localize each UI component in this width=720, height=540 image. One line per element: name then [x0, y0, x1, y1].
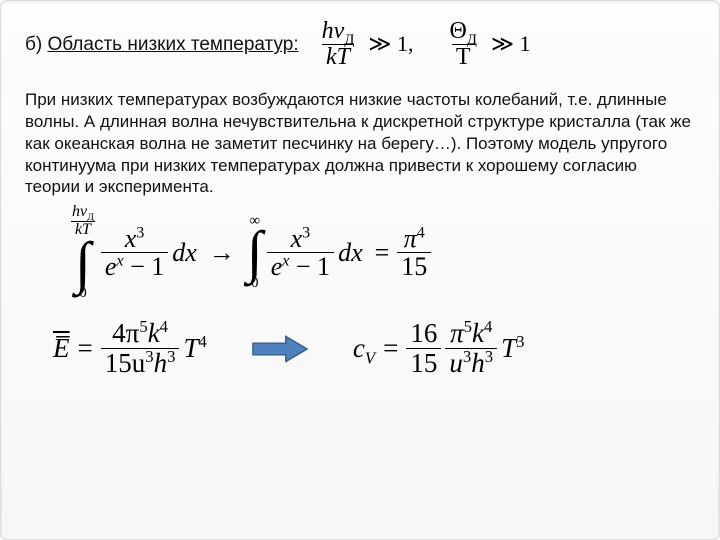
cv-sub: V	[365, 349, 375, 368]
integral-result: π4 15	[397, 225, 431, 282]
integral-equation: hνД kT ∫ 0 x3 ex − 1 dx → ∞ ∫ 0	[65, 204, 695, 301]
header-row: б) Область низких температур: hνД kT ≫ 1…	[25, 19, 695, 71]
int2-den-e: e	[271, 252, 283, 281]
arrow-polygon	[253, 336, 307, 361]
int1-den-tail: − 1	[124, 252, 165, 281]
energy-lhs: E̅	[53, 333, 70, 364]
int2-den-tail: − 1	[289, 252, 330, 281]
frac2-num: Θ	[449, 18, 466, 44]
energy-T: T	[183, 333, 198, 363]
cv-T: T	[501, 333, 516, 363]
cv-u: u	[449, 348, 463, 378]
int2-sign: ∞ ∫ 0	[247, 214, 263, 291]
bottom-equation-row: E̅ = 4π5k4 15u3h3 T4 cV = 16 15	[53, 319, 695, 378]
cond2-relation: ≫ 1	[491, 31, 531, 56]
energy-equation: E̅ = 4π5k4 15u3h3 T4	[53, 319, 207, 378]
int2-num-x: x	[291, 224, 303, 253]
frac2-den: T	[452, 44, 475, 71]
int1-dx: dx	[172, 238, 197, 268]
block-arrow-icon	[251, 334, 309, 364]
integral-2: ∞ ∫ 0 x3 ex − 1 dx	[247, 214, 363, 291]
energy-num-lead: 4π	[112, 318, 139, 348]
integral-symbol-1: ∫	[75, 242, 91, 284]
energy-h: h	[154, 348, 168, 378]
int1-num-exp: 3	[136, 224, 144, 241]
energy-T-exp: 4	[199, 332, 207, 351]
res-pi: π	[404, 224, 417, 253]
energy-u-exp: 3	[145, 347, 153, 366]
frac-hv-kT: hνД kT	[319, 19, 358, 71]
cv-h-exp: 3	[485, 347, 493, 366]
frac1-num: hν	[322, 18, 345, 44]
cv-equals: =	[383, 333, 398, 364]
header-conditions: hνД kT ≫ 1, ΘД T ≫ 1	[319, 19, 536, 71]
energy-h-exp: 3	[167, 347, 175, 366]
cv-h: h	[471, 348, 485, 378]
cv-u-exp: 3	[463, 347, 471, 366]
condition-2: ΘД T ≫ 1	[446, 19, 535, 71]
heading-prefix: б)	[25, 34, 48, 55]
cv-k-exp: 4	[484, 317, 492, 336]
int1-integrand: x3 ex − 1 dx	[101, 204, 197, 301]
res-pi-exp: 4	[417, 224, 425, 241]
cond1-relation: ≫ 1,	[368, 31, 413, 56]
energy-den-lead: 15u	[105, 348, 146, 378]
energy-k-exp: 4	[160, 317, 168, 336]
cv-frac1: 16 15	[406, 319, 441, 378]
energy-pi-exp: 5	[139, 317, 147, 336]
limit-arrow: →	[209, 238, 235, 268]
frac-theta-T: ΘД T	[446, 19, 480, 71]
heat-capacity-equation: cV = 16 15 π5k4 u3h3 T3	[353, 319, 525, 378]
integral-symbol-2: ∫	[247, 231, 263, 273]
cv-f1-num: 16	[407, 319, 440, 347]
heading-title: Область низких температур:	[48, 34, 299, 55]
condition-1: hνД kT ≫ 1,	[319, 19, 419, 71]
int1-lower: 0	[79, 283, 87, 301]
int2-lower: 0	[251, 273, 259, 291]
cv-c: c	[353, 333, 365, 363]
int1-den-exp: x	[116, 252, 123, 269]
cv-f1-den: 15	[406, 348, 441, 378]
res-den: 15	[397, 252, 431, 281]
integral-equals: =	[375, 238, 390, 268]
int1-sign: hνД kT ∫ 0	[69, 204, 97, 301]
integral-1: hνД kT ∫ 0 x3 ex − 1 dx	[69, 204, 197, 301]
section-heading: б) Область низких температур:	[25, 34, 299, 56]
int1-num-x: x	[125, 224, 137, 253]
cv-T-exp: 3	[516, 332, 524, 351]
slide: б) Область низких температур: hνД kT ≫ 1…	[0, 0, 720, 540]
cv-pi-exp: 5	[464, 317, 472, 336]
int2-num-exp: 3	[302, 224, 310, 241]
int2-dx: dx	[338, 238, 363, 268]
int2-frac: x3 ex − 1	[267, 225, 334, 282]
int1-den-e: e	[105, 252, 117, 281]
cv-pi: π	[450, 318, 464, 348]
int1-frac: x3 ex − 1	[101, 225, 168, 282]
frac1-den: kT	[322, 44, 354, 71]
paragraph: При низких температурах возбуждаются низ…	[25, 89, 695, 198]
cv-k: k	[472, 318, 484, 348]
int2-integrand: x3 ex − 1 dx	[267, 214, 363, 291]
cv-frac2: π5k4 u3h3	[445, 319, 497, 378]
energy-frac: 4π5k4 15u3h3	[101, 319, 180, 378]
energy-k: k	[148, 318, 160, 348]
energy-eq-sign: =	[78, 333, 93, 364]
int1-up-num: hν	[72, 203, 87, 220]
